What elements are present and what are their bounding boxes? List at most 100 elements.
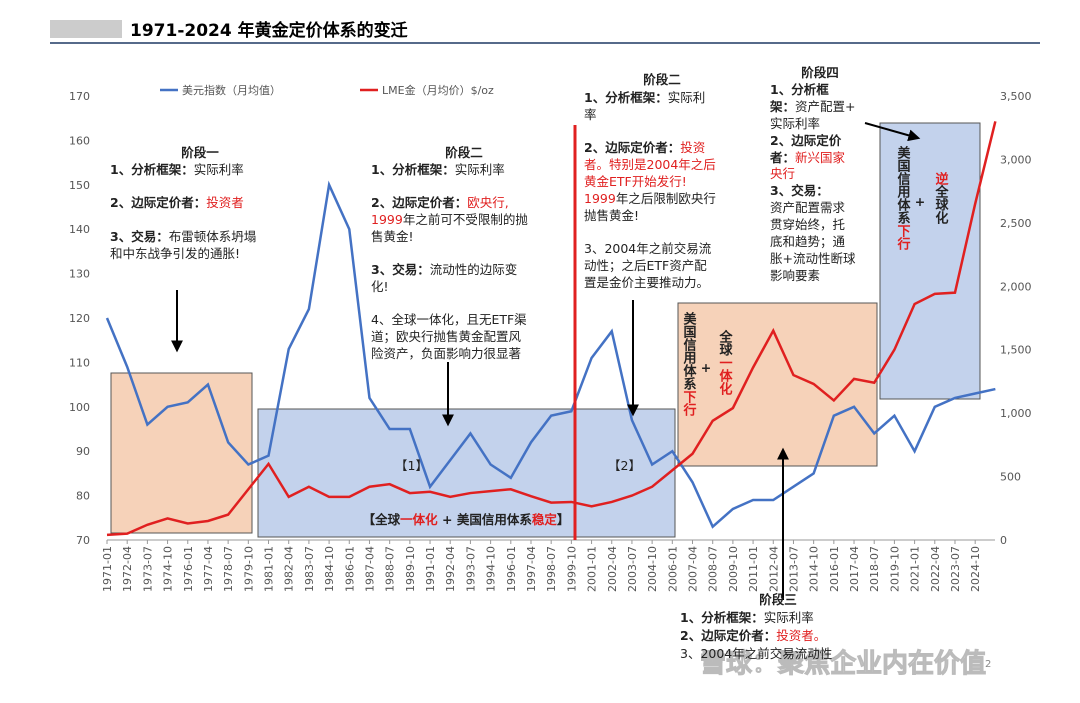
y-tick-label: 160 — [69, 134, 90, 147]
text-run: 者： — [769, 150, 795, 165]
box-label: + — [701, 360, 711, 375]
text-run: 4、全球一体化，且无ETF渠 — [371, 312, 527, 327]
text-run: 者。特别是2004年之后 — [584, 157, 716, 172]
text-run: 3、交易： — [371, 262, 430, 277]
x-tick-label: 2011-01 — [747, 546, 760, 592]
x-tick-label: 2016-01 — [828, 546, 841, 592]
text-run: 实际利率 — [194, 162, 244, 177]
text-run: 投资者。 — [776, 628, 826, 643]
arrows — [171, 122, 921, 600]
y-tick-label: 150 — [69, 179, 90, 192]
annotation-line: 1、分析框 — [770, 82, 829, 97]
y-tick-label: 120 — [69, 312, 90, 325]
x-tick-label: 1973-07 — [141, 546, 154, 592]
text-run: 2、边际定价者： — [110, 195, 206, 210]
watermark: 雪球：聚焦企业内在价值 — [700, 648, 986, 679]
text-run: 逆 — [933, 171, 949, 186]
annotation-line: 影响要素 — [770, 268, 820, 283]
text-run: 实际利率 — [764, 610, 814, 625]
x-tick-label: 2018-07 — [868, 546, 881, 592]
box-label: 【2】 — [608, 458, 641, 473]
text-run: 黄金ETF开始发行! — [584, 174, 687, 189]
annotation-line: 动性；之后ETF资产配 — [584, 258, 707, 273]
x-tick-label: 2004-10 — [646, 546, 659, 592]
annotation-line: 抛售黄金! — [584, 208, 639, 223]
plot: 70 80 90 100 110 120 130 140 150 160 170 0 500 1,000 1… — [69, 83, 1032, 592]
x-tick-label: 1989-10 — [404, 546, 417, 592]
annotation-line: 3、交易：布雷顿体系坍塌 — [110, 229, 256, 244]
annotation-line: 架：资产配置+ — [769, 99, 856, 114]
text-run: 1、分析框架： — [110, 162, 194, 177]
box-label: 美国信用体系下行 — [681, 311, 698, 417]
annotation-line: 险资产，负面影响力很显著 — [371, 346, 521, 361]
text-run: 央行 — [770, 166, 795, 181]
text-run: 美国信用体系 — [681, 311, 698, 391]
legend-label: LME金（月均价）$/oz — [382, 83, 494, 97]
text-run: 3、2004年之前交易流动性 — [680, 646, 832, 661]
annotation-line: 道；欧央行抛售黄金配置风 — [371, 329, 522, 344]
logo — [50, 20, 122, 38]
annotation-title: 阶段一 — [181, 145, 219, 160]
annotation-line: 和中东战争引发的通胀! — [110, 246, 240, 261]
annotation-line: 化! — [371, 279, 389, 294]
y2-tick-label: 2,500 — [1000, 217, 1032, 230]
annotation-line: 1999年之前可不受限制的抛 — [371, 212, 528, 227]
text-run: 流动性的边际变 — [430, 262, 518, 277]
annotation-line: 3、2004年之前交易流动性 — [680, 646, 832, 661]
phase-box — [677, 302, 878, 467]
annotation-title: 阶段三 — [759, 592, 797, 607]
text-run: 一体化 — [400, 512, 438, 527]
text-run: 资产配置+ — [795, 99, 855, 114]
text-run: 2、边际定价者： — [584, 140, 680, 155]
annotation-line: 1、分析框架：实际利率 — [110, 162, 244, 177]
annotation-line: 率 — [584, 107, 597, 122]
x-tick-label: 2006-01 — [666, 546, 679, 592]
text-run: 2、边际定价 — [770, 133, 842, 148]
text-run: 新兴国家 — [795, 150, 846, 165]
x-tick-label: 1982-04 — [283, 546, 296, 592]
text-run: 【1】 — [395, 458, 428, 473]
page-title: 1971-2024 年黄金定价体系的变迁 — [130, 20, 408, 41]
annotation-line: 资产配置需求 — [770, 200, 846, 215]
x-tick-label: 1994-10 — [485, 546, 498, 592]
x-tick-label: 1971-01 — [101, 546, 114, 592]
text-run: 动性；之后ETF资产配 — [584, 258, 707, 273]
x-tick-label: 2001-01 — [586, 546, 599, 592]
annotation-line: 3、交易： — [770, 183, 829, 198]
text-run: 【全球 — [363, 512, 401, 527]
text-run: 置是金价主要推动力。 — [584, 275, 709, 290]
x-tick-label: 1972-04 — [121, 546, 134, 592]
y2-tick-label: 1,500 — [1000, 344, 1032, 357]
text-run: 胀+流动性断球 — [770, 251, 856, 266]
annotation-title: 阶段四 — [801, 65, 839, 80]
annotation-line: 者。特别是2004年之后 — [584, 157, 716, 172]
y-tick-label: 90 — [76, 445, 90, 458]
x-tick-label: 2007-04 — [687, 546, 700, 592]
y-tick-label: 70 — [76, 534, 90, 547]
text-run: 布雷顿体系坍塌 — [169, 229, 257, 244]
y-tick-label: 80 — [76, 490, 90, 503]
text-run: 险资产，负面影响力很显著 — [371, 346, 521, 361]
y2-tick-label: 2,000 — [1000, 280, 1032, 293]
annotation-title: 阶段二 — [643, 72, 681, 87]
annotation-line: 黄金ETF开始发行! — [584, 174, 687, 189]
text-run: 实际利率 — [455, 162, 505, 177]
text-run: 3、2004年之前交易流 — [584, 241, 712, 256]
x-tick-label: 2002-04 — [606, 546, 619, 592]
text-run: 全球化 — [933, 184, 950, 225]
x-tick-label: 1996-01 — [505, 546, 518, 592]
x-tick-label: 1999-10 — [565, 546, 578, 592]
text-run: 架： — [769, 99, 795, 114]
annotation-line: 1、分析框架：实际利率 — [680, 610, 814, 625]
text-run: 抛售黄金! — [584, 208, 639, 223]
text-run: 和中东战争引发的通胀! — [110, 246, 240, 261]
annotation-line: 央行 — [770, 166, 795, 181]
y2-tick-label: 3,000 — [1000, 153, 1032, 166]
phase-box — [110, 372, 253, 534]
text-run: 投资 — [680, 140, 705, 155]
text-run: 率 — [584, 107, 597, 122]
x-tick-label: 1986-01 — [343, 546, 356, 592]
text-run: 下行 — [895, 224, 912, 251]
y2-tick-label: 0 — [1000, 534, 1007, 547]
